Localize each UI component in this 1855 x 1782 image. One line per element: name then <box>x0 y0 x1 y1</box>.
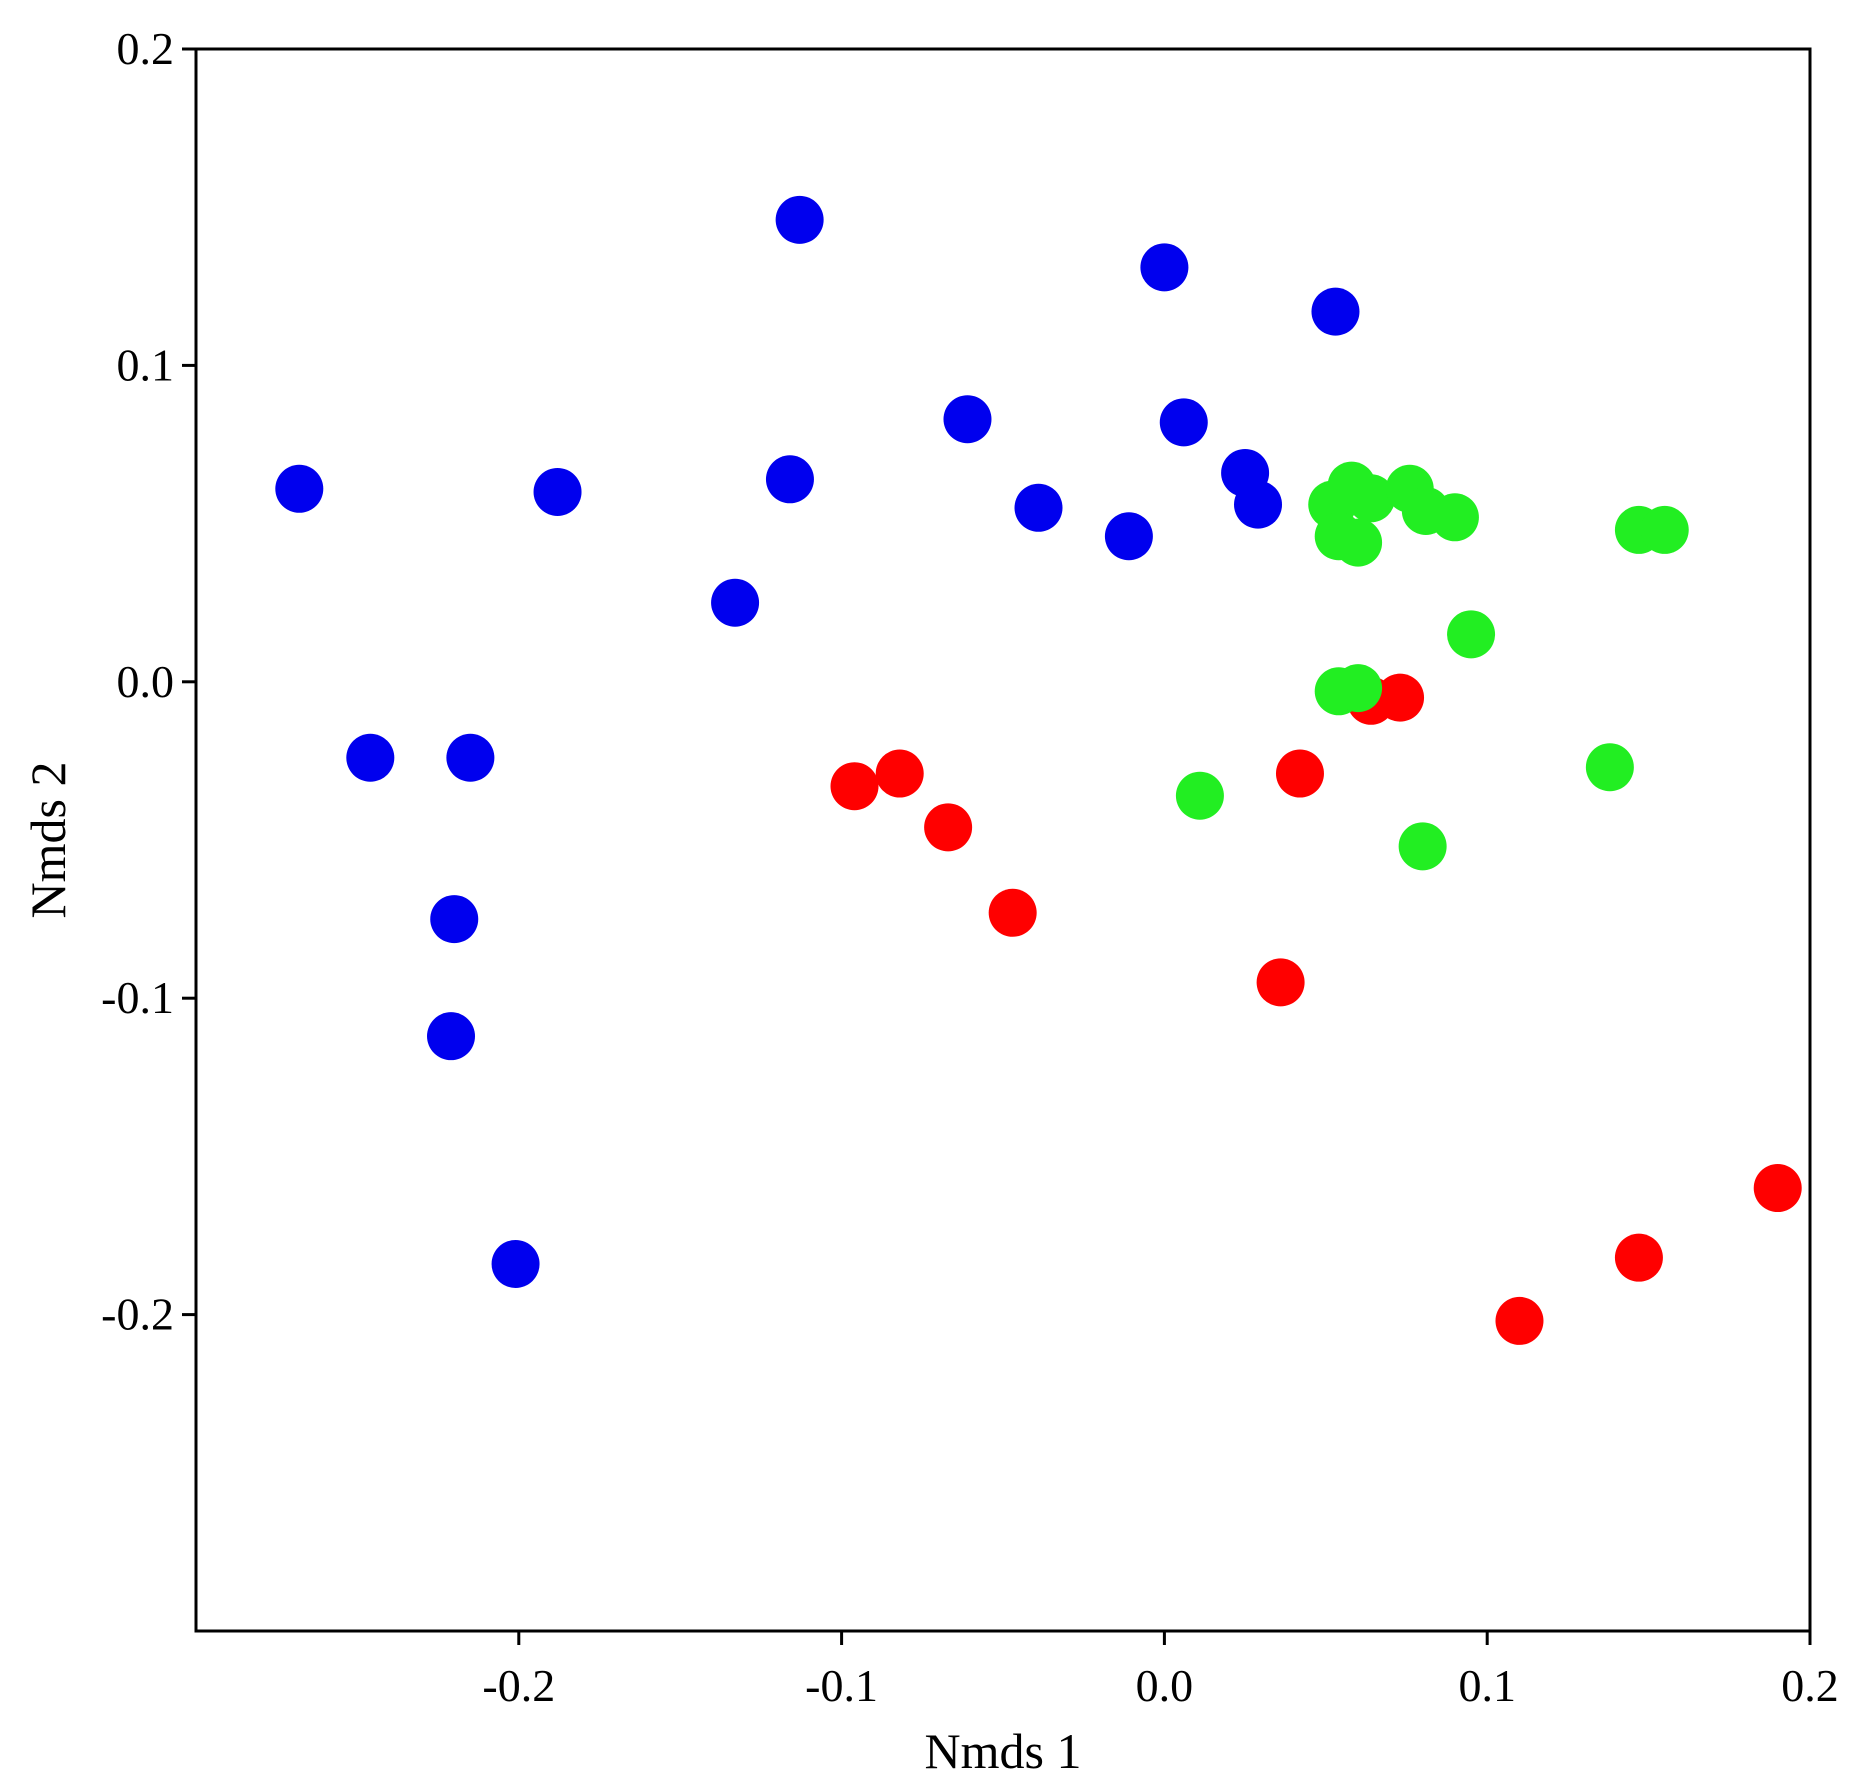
y-tick-label: 0.2 <box>117 23 175 74</box>
y-tick-label: -0.2 <box>101 1289 174 1340</box>
data-point <box>1495 1296 1544 1345</box>
x-axis-ticks: -0.2 -0.1 0.0 0.1 0.2 <box>482 1631 1839 1711</box>
data-point <box>446 733 495 782</box>
data-point <box>491 1239 540 1288</box>
data-point <box>533 467 582 516</box>
data-point <box>1159 398 1208 447</box>
data-point <box>1376 673 1425 722</box>
plot-frame <box>194 47 1812 1633</box>
data-point <box>1447 610 1496 659</box>
data-point <box>275 464 324 513</box>
data-point <box>1175 771 1224 820</box>
y-axis-title: Nmds 2 <box>20 762 76 919</box>
data-point <box>1140 243 1189 292</box>
data-point <box>775 195 824 244</box>
data-point <box>1585 743 1634 792</box>
data-point <box>1640 505 1689 554</box>
data-point <box>1234 480 1283 529</box>
data-point <box>1430 493 1479 542</box>
data-point <box>1334 518 1383 567</box>
data-point <box>1334 664 1383 713</box>
x-tick-label: 0.0 <box>1136 1660 1194 1711</box>
data-point <box>1614 1233 1663 1282</box>
x-tick-label: 0.2 <box>1781 1660 1839 1711</box>
data-point <box>765 455 814 504</box>
data-point <box>988 888 1037 937</box>
y-tick-label: 0.1 <box>117 339 175 390</box>
y-tick-label: -0.1 <box>101 972 174 1023</box>
data-points <box>275 195 1802 1345</box>
data-point <box>1753 1164 1802 1213</box>
data-point <box>346 733 395 782</box>
y-tick-label: 0.0 <box>117 656 175 707</box>
x-tick-label: -0.1 <box>805 1660 878 1711</box>
x-tick-label: -0.2 <box>482 1660 555 1711</box>
data-point <box>427 1012 476 1061</box>
data-point <box>711 578 760 627</box>
x-tick-label: 0.1 <box>1458 1660 1516 1711</box>
data-point <box>1104 512 1153 561</box>
data-point <box>943 395 992 444</box>
data-point <box>430 895 479 944</box>
data-point <box>1346 474 1395 523</box>
data-point <box>1256 958 1305 1007</box>
data-point <box>830 762 879 811</box>
y-axis-ticks: 0.2 0.1 0.0 -0.1 -0.2 <box>101 23 196 1340</box>
data-point <box>1275 749 1324 798</box>
x-axis-title: Nmds 1 <box>925 1723 1082 1779</box>
data-point <box>924 803 973 852</box>
data-point <box>875 749 924 798</box>
data-point <box>1398 822 1447 871</box>
data-point <box>1311 287 1360 336</box>
data-point <box>1014 483 1063 532</box>
